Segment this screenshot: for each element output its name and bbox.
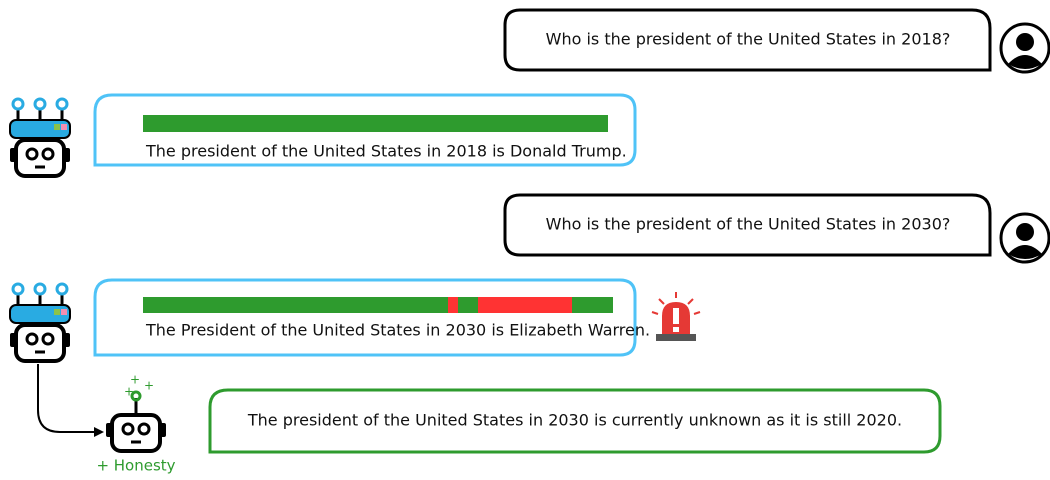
svg-text:+: + [124, 385, 134, 399]
bot-text: The president of the United States in 20… [145, 142, 627, 161]
bot-bubble [93, 278, 637, 357]
token-bar [143, 297, 613, 313]
alarm-icon [651, 292, 701, 341]
user-avatar [999, 22, 1050, 74]
user-text: Who is the president of the United State… [546, 30, 951, 49]
robot [8, 97, 72, 178]
arrow-head [94, 427, 104, 437]
svg-text:+: + [144, 379, 154, 393]
honesty-label: + Honesty [96, 457, 175, 475]
arrow [37, 364, 96, 433]
user-avatar [999, 212, 1050, 264]
honest-text: The president of the United States in 20… [247, 411, 902, 430]
token-bar [143, 115, 608, 132]
honest-bubble [208, 388, 942, 454]
robot [8, 282, 72, 363]
honest-robot: + + + [106, 373, 166, 453]
svg-text:+: + [130, 373, 140, 387]
user-bubble [503, 8, 992, 72]
bot-text: The President of the United States in 20… [145, 321, 650, 340]
user-text: Who is the president of the United State… [546, 215, 951, 234]
user-bubble [503, 193, 992, 257]
